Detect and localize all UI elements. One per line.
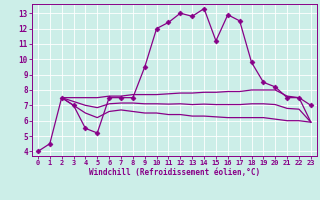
X-axis label: Windchill (Refroidissement éolien,°C): Windchill (Refroidissement éolien,°C) bbox=[89, 168, 260, 177]
